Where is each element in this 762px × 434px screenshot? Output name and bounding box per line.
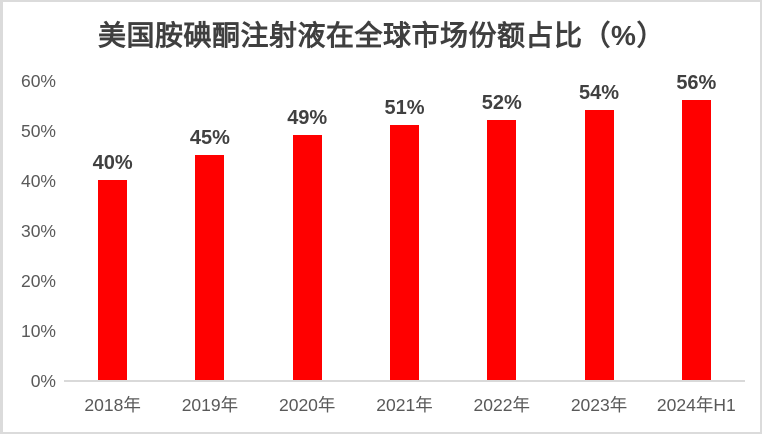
bar-value-label: 51% [384,97,425,119]
x-tick-label: 2024年H1 [656,395,736,415]
x-axis-line [64,380,745,382]
x-tick-label: 2023年 [570,395,628,415]
y-tick-label: 30% [20,221,56,241]
y-tick-label: 10% [20,321,56,341]
y-tick-label: 0% [30,371,56,391]
bar-value-label: 54% [579,82,620,104]
bar-value-label: 56% [676,72,717,94]
x-tick-label: 2020年 [278,395,336,415]
chart-title: 美国胺碘酮注射液在全球市场份额占比（%） [98,20,665,51]
plot-area: 40% 45% 49% 51% 52% 54% 56% [64,2,745,380]
bar [389,125,419,380]
bar-group: 52% [453,92,550,380]
y-tick-label: 20% [20,271,56,291]
bar [487,120,517,380]
y-axis: 0% 10% 20% 30% 40% 50% 60% [3,2,56,432]
x-tick-label: 2018年 [84,395,141,415]
x-tick-label: 2022年 [473,395,530,415]
bar [292,135,322,380]
bar-group: 40% [64,152,161,380]
bar [195,155,225,380]
bar-group: 51% [356,97,453,380]
x-axis-labels: 2018年 2019年 2020年 2021年 2022年 2023年 2024年H1 [64,392,745,417]
y-tick-label: 60% [20,71,56,91]
bar [98,180,128,380]
y-tick-label: 50% [20,121,56,141]
bar-group: 45% [161,127,258,380]
bar [584,110,614,380]
bar-group: 54% [550,82,647,380]
bar-value-label: 52% [481,92,522,114]
bar-value-label: 45% [189,127,230,149]
bar-group: 56% [648,72,745,380]
y-tick-label: 40% [20,171,56,191]
bar [681,100,711,380]
bar-group: 49% [259,107,356,380]
bar-value-label: 40% [92,152,133,174]
bar-value-label: 49% [287,107,328,129]
x-tick-label: 2019年 [181,395,239,415]
x-tick-label: 2021年 [376,395,433,415]
